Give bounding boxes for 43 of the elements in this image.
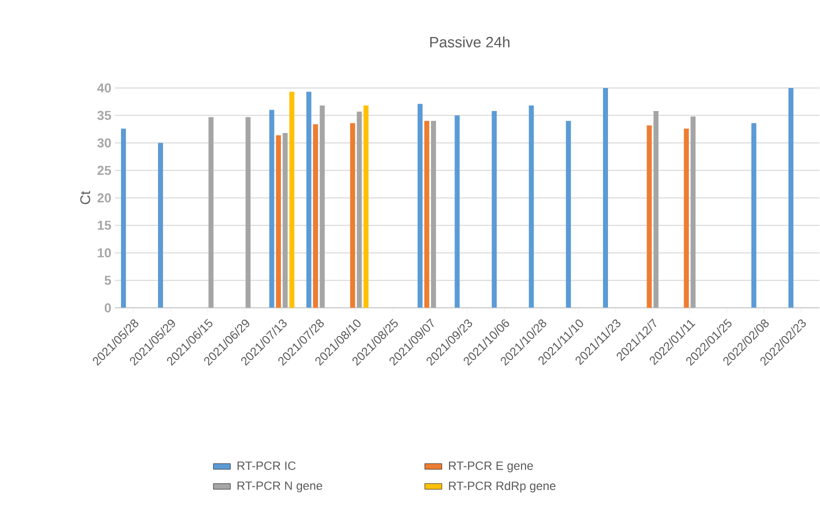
bar [492, 111, 497, 308]
bar [418, 104, 423, 308]
bar [276, 135, 281, 308]
y-tick-label: 10 [98, 248, 111, 258]
bar [313, 124, 318, 308]
bar [653, 111, 658, 308]
legend-label: RT-PCR IC [238, 462, 296, 470]
bar [603, 88, 608, 308]
legend-label: RT-PCR N gene [238, 482, 322, 492]
bar [306, 92, 312, 308]
bar [566, 121, 571, 308]
bar [350, 123, 356, 308]
y-tick-label: 20 [97, 193, 111, 203]
bar [646, 125, 652, 308]
bar [320, 106, 325, 308]
bar [269, 110, 274, 308]
bar [454, 116, 460, 308]
bar [158, 143, 164, 308]
bar [246, 117, 251, 308]
bar [289, 92, 294, 308]
y-axis-title: Ct [80, 191, 90, 204]
bar [430, 121, 436, 308]
bar [751, 123, 756, 308]
bar [364, 106, 369, 308]
y-tick-label: 30 [97, 138, 111, 148]
y-tick-label: 35 [97, 110, 112, 120]
bar [356, 112, 362, 308]
legend-label: RT-PCR RdRp gene [449, 481, 556, 493]
bar [788, 88, 794, 308]
bar [424, 121, 430, 308]
bar [208, 117, 214, 308]
y-tick-label: 0 [104, 303, 111, 313]
y-tick-label: 15 [98, 221, 112, 230]
chart-title: Passive 24h [430, 36, 510, 48]
legend-label: RT-PCR E gene [449, 462, 533, 472]
bar [282, 133, 288, 308]
bar [690, 116, 696, 308]
y-tick-label: 5 [104, 276, 112, 285]
bar [120, 128, 126, 308]
bar [684, 128, 689, 308]
bar [528, 106, 534, 308]
y-tick-label: 40 [97, 84, 111, 93]
y-tick-label: 25 [97, 166, 112, 176]
